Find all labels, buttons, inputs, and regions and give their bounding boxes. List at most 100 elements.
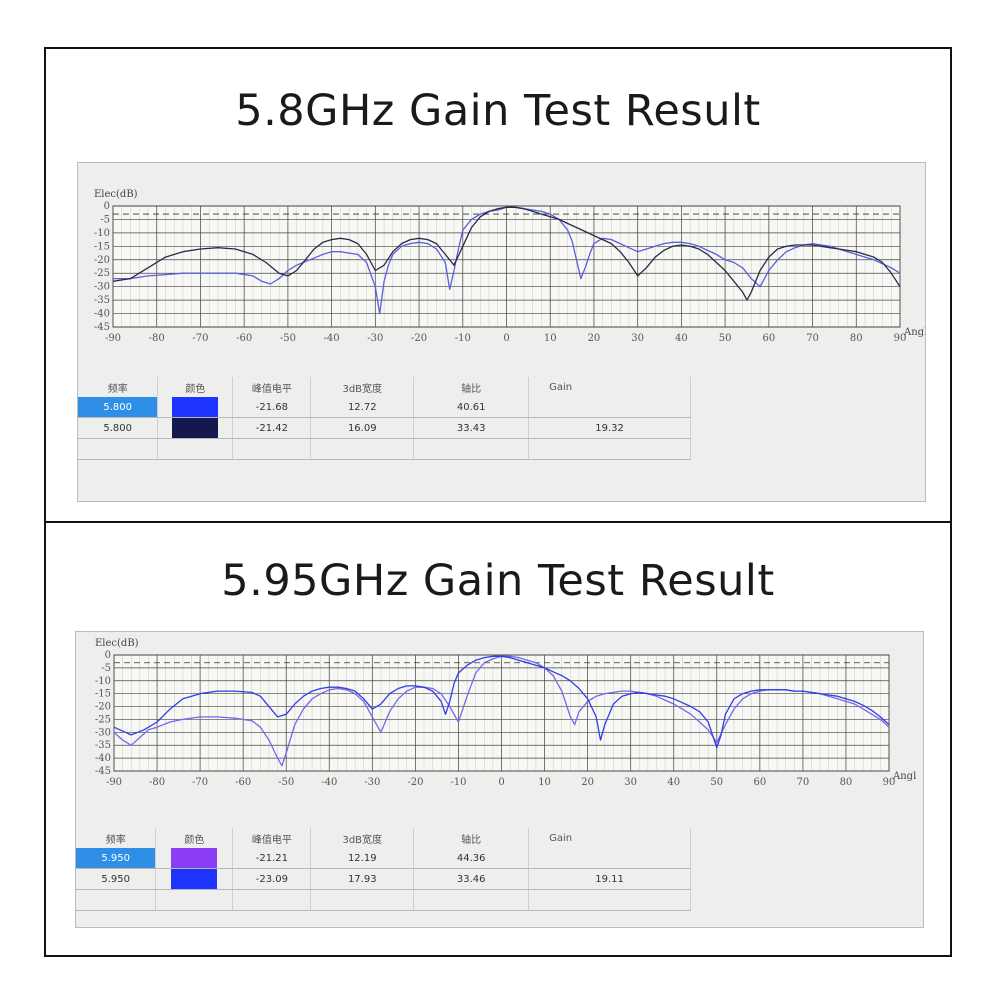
chart-photo-5-95ghz: -90 -80 -70 -60 -50 -40 -30 -20 -10 0 10 20 30 40 50 60… (75, 631, 924, 928)
x-tick-label: 70 (797, 777, 810, 788)
gain-cell (528, 848, 691, 869)
x-tick-label: -90 (105, 333, 121, 344)
header-color: 颜色 (157, 377, 234, 397)
frequency-cell: 5.950 (76, 848, 157, 869)
x-tick-label: -40 (321, 777, 337, 788)
header-gain: Gain (528, 828, 691, 848)
results-table-5-95ghz: 频率 颜色 峰值电平 3dB宽度 轴比 Gain 5.950 -21.21 12… (76, 828, 691, 911)
x-tick-label: -80 (149, 333, 165, 344)
series-line-2 (113, 655, 890, 749)
header-3db-width: 3dB宽度 (310, 377, 415, 397)
x-tick-label: -90 (106, 777, 122, 788)
x-tick-label: 70 (806, 333, 819, 344)
y-tick-label: -25 (95, 714, 111, 725)
series-line-2 (112, 206, 901, 301)
radiation-pattern-chart-5-8ghz: -90 -80 -70 -60 -50 -40 -30 -20 -10 0 10 20 30 40 50 60… (94, 189, 925, 344)
y-tick-label: -45 (95, 766, 111, 777)
panel-title-5-95ghz: 5.95GHz Gain Test Result (221, 556, 775, 606)
peak-level-cell: -23.09 (232, 868, 312, 890)
header-gain: Gain (528, 377, 691, 397)
x-tick-label: 30 (631, 333, 644, 344)
x-tick-label: 50 (719, 333, 732, 344)
axial-ratio-cell: 33.43 (413, 417, 530, 439)
header-3db-width: 3dB宽度 (310, 828, 415, 848)
x-tick-label: 60 (753, 777, 766, 788)
x-tick-label: 40 (667, 777, 680, 788)
header-frequency: 频率 (78, 377, 159, 397)
x-tick-label: 0 (503, 333, 509, 344)
x-tick-label: -30 (367, 333, 383, 344)
header-peak-level: 峰值电平 (232, 828, 312, 848)
chart-photo-5-8ghz: -90 -80 -70 -60 -50 -40 -30 -20 -10 0 10 20 30 40 50 60… (77, 162, 926, 502)
color-cell (155, 848, 234, 869)
table-row[interactable]: 5.800 -21.68 12.72 40.61 (78, 397, 691, 418)
table-row[interactable]: 5.950 -21.21 12.19 44.36 (76, 848, 691, 869)
y-tick-label: -35 (94, 295, 110, 306)
header-axial-ratio: 轴比 (413, 377, 530, 397)
color-swatch (171, 869, 218, 889)
y-tick-label: -15 (95, 689, 111, 700)
x-tick-label: 90 (894, 333, 907, 344)
x-tick-label: -80 (149, 777, 165, 788)
y-tick-label: -20 (95, 702, 111, 713)
x-tick-label: -70 (192, 777, 208, 788)
y-tick-label: -5 (101, 663, 111, 674)
y-tick-label: 0 (104, 201, 110, 212)
gain-cell (528, 397, 691, 418)
axial-ratio-cell: 44.36 (413, 848, 530, 869)
x-tick-label: 20 (588, 333, 601, 344)
x-tick-label: 60 (762, 333, 775, 344)
results-table-5-8ghz: 频率 颜色 峰值电平 3dB宽度 轴比 Gain 5.800 -21.68 12… (78, 377, 691, 460)
gain-cell: 19.32 (528, 417, 691, 439)
figure-frame (44, 47, 952, 957)
peak-level-cell: -21.21 (232, 848, 312, 869)
table-row[interactable]: 5.800 -21.42 16.09 33.43 19.32 (78, 417, 691, 439)
y-tick-label: -10 (94, 228, 110, 239)
y-tick-label: -5 (100, 214, 110, 225)
y-tick-label: 0 (105, 650, 111, 661)
table-row[interactable]: 5.950 -23.09 17.93 33.46 19.11 (76, 868, 691, 890)
axial-ratio-cell: 40.61 (413, 397, 530, 418)
header-frequency: 频率 (76, 828, 157, 848)
color-swatch (171, 848, 218, 868)
radiation-pattern-chart-5-95ghz: -90 -80 -70 -60 -50 -40 -30 -20 -10 0 10 20 30 40 50 60… (95, 638, 916, 788)
frequency-cell: 5.800 (78, 397, 159, 418)
3db-width-cell: 12.72 (310, 397, 415, 418)
x-tick-label: 40 (675, 333, 688, 344)
y-tick-label: -25 (94, 268, 110, 279)
3db-width-cell: 12.19 (310, 848, 415, 869)
x-tick-label: 80 (840, 777, 853, 788)
x-tick-label: 10 (544, 333, 557, 344)
peak-level-cell: -21.42 (232, 417, 312, 439)
3db-width-cell: 17.93 (310, 868, 415, 890)
x-tick-label: 10 (538, 777, 551, 788)
y-tick-label: -45 (94, 322, 110, 333)
y-axis-label: Elec(dB) (95, 638, 139, 649)
3db-width-cell: 16.09 (310, 417, 415, 439)
y-tick-label: -10 (95, 676, 111, 687)
x-axis-label: Angl (903, 327, 925, 338)
y-tick-label: -35 (95, 740, 111, 751)
table-header-row: 频率 颜色 峰值电平 3dB宽度 轴比 Gain (76, 828, 691, 848)
x-tick-label: -20 (407, 777, 423, 788)
y-tick-label: -30 (95, 727, 111, 738)
series-line-1 (113, 655, 890, 767)
x-tick-label: -60 (236, 333, 252, 344)
axial-ratio-cell: 33.46 (413, 868, 530, 890)
x-tick-label: 0 (498, 777, 504, 788)
y-tick-label: -40 (95, 753, 111, 764)
y-tick-label: -15 (94, 241, 110, 252)
x-tick-label: 30 (624, 777, 637, 788)
x-tick-label: -20 (411, 333, 427, 344)
header-axial-ratio: 轴比 (413, 828, 530, 848)
series-line-1 (113, 206, 901, 315)
y-tick-label: -40 (94, 309, 110, 320)
panel-divider (44, 521, 952, 523)
x-axis-label: Angl (892, 771, 916, 782)
x-tick-label: -50 (280, 333, 296, 344)
x-tick-label: 80 (850, 333, 863, 344)
color-swatch (172, 418, 219, 438)
x-tick-label: -10 (450, 777, 466, 788)
x-tick-label: -50 (278, 777, 294, 788)
x-tick-label: -40 (324, 333, 340, 344)
